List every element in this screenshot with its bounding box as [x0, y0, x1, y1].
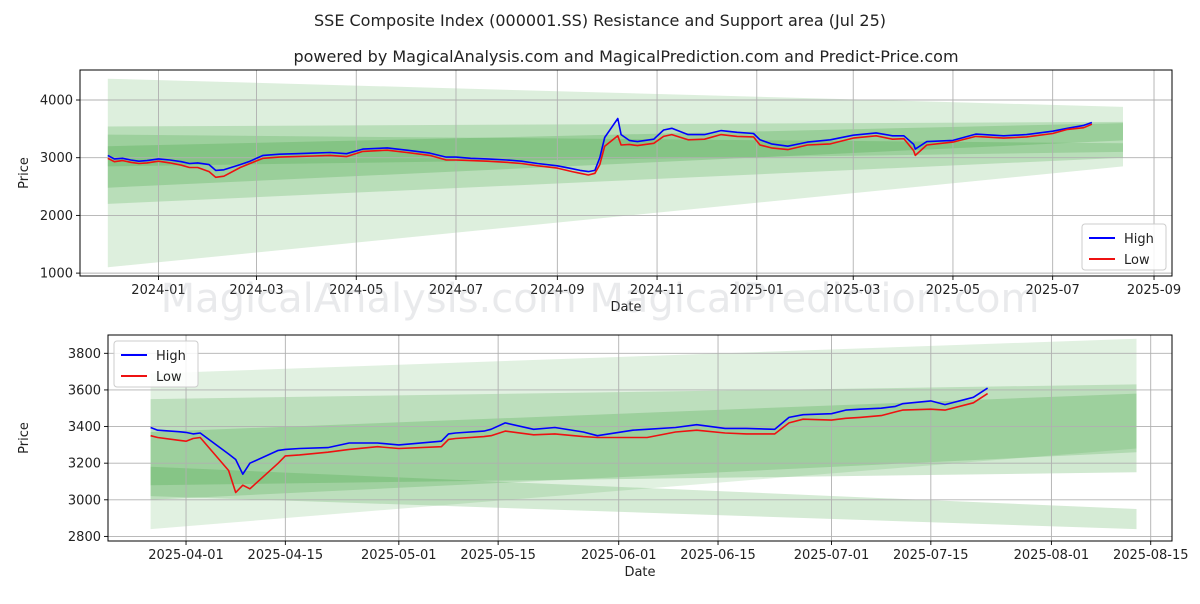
- watermark-text: MagicalAnalysis.com MagicalPrediction.co…: [161, 276, 1040, 322]
- x-tick-label: 2025-07: [1026, 283, 1080, 298]
- x-tick-label: 2025-08-15: [1113, 548, 1189, 563]
- x-tick-label: 2024-01: [131, 283, 185, 298]
- support-resistance-band: [107, 121, 1124, 204]
- plot-frame: [107, 334, 1173, 542]
- y-tick-label: 4000: [40, 94, 73, 109]
- series-line-low: [107, 123, 1093, 179]
- x-axis-label: Date: [624, 565, 655, 580]
- support-resistance-bands: [107, 78, 1124, 268]
- legend-label: High: [156, 349, 186, 364]
- upper-chart-panel: 2024-01 2024-03 2024-05 2024-07 2024-09 2024-…: [17, 69, 1181, 315]
- x-tick-label: 2024-05: [329, 283, 383, 298]
- support-resistance-band: [107, 123, 1124, 188]
- figure-title: SSE Composite Index (000001.SS) Resistan…: [314, 11, 886, 30]
- series-line-high: [107, 117, 1093, 173]
- x-tick-label: 2025-05-15: [460, 548, 536, 563]
- y-tick-label: 2000: [40, 209, 73, 224]
- legend-label: Low: [156, 370, 182, 385]
- support-resistance-band: [150, 338, 1137, 530]
- y-tick-label: 1000: [40, 267, 73, 282]
- y-tick-label: 3000: [68, 493, 101, 508]
- x-tick-label: 2024-07: [429, 283, 483, 298]
- x-tick-label: 2025-04-01: [148, 548, 224, 563]
- x-tick-label: 2025-07-01: [794, 548, 870, 563]
- legend: High Low: [113, 340, 199, 388]
- legend: High Low: [1081, 223, 1167, 271]
- lower-chart-panel: 2025-04-01 2025-04-15 2025-05-01 2025-05-15…: [17, 334, 1189, 580]
- x-tick-label: 2024-03: [229, 283, 283, 298]
- x-tick-label: 2025-05: [926, 283, 980, 298]
- x-tick-label: 2025-03: [826, 283, 880, 298]
- y-tick-label: 2800: [68, 530, 101, 545]
- support-resistance-band: [150, 393, 1137, 486]
- x-tick-label: 2025-06-01: [581, 548, 657, 563]
- support-resistance-band: [107, 78, 1124, 268]
- y-tick-label: 3400: [68, 420, 101, 435]
- x-tick-label: 2025-05-01: [361, 548, 437, 563]
- series-line-low: [150, 392, 989, 494]
- legend-label: High: [1124, 232, 1154, 247]
- x-tick-label: 2025-06-15: [680, 548, 756, 563]
- x-tick-label: 2025-01: [730, 283, 784, 298]
- y-tick-label: 3000: [40, 151, 73, 166]
- x-tick-label: 2024-11: [630, 283, 684, 298]
- y-tick-label: 3200: [68, 457, 101, 472]
- x-tick-label: 2025-08-01: [1014, 548, 1090, 563]
- figure-subtitle: powered by MagicalAnalysis.com and Magic…: [293, 47, 958, 66]
- y-tick-label: 3800: [68, 347, 101, 362]
- y-axis-label: Price: [17, 157, 32, 189]
- support-resistance-band: [107, 134, 1124, 167]
- plot-frame: [79, 69, 1173, 277]
- y-tick-label: 3600: [68, 383, 101, 398]
- x-tick-label: 2025-04-15: [248, 548, 324, 563]
- support-resistance-bands: [150, 338, 1137, 530]
- x-axis-label: Date: [610, 300, 641, 315]
- support-resistance-band: [150, 466, 1137, 530]
- x-tick-label: 2025-09: [1127, 283, 1181, 298]
- x-tick-label: 2025-07-15: [893, 548, 969, 563]
- x-tick-label: 2024-09: [530, 283, 584, 298]
- series-line-high: [150, 387, 989, 476]
- legend-label: Low: [1124, 253, 1150, 268]
- y-axis-label: Price: [17, 422, 32, 454]
